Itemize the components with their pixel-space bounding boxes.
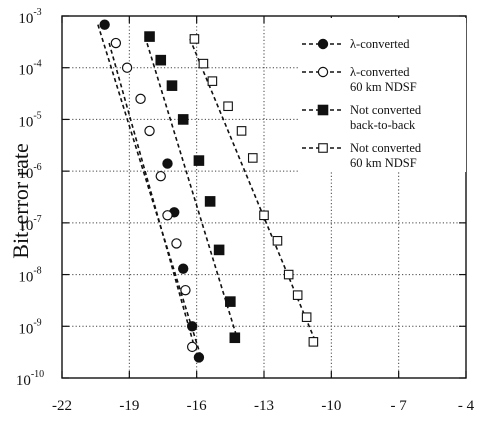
data-point-nc_b2b: [177, 114, 189, 125]
data-point-nc_ndsf: [283, 269, 294, 280]
legend-label-nc_b2b: back-to-back: [350, 118, 416, 132]
data-point-nc_b2b: [204, 196, 216, 207]
y-tick-label: 10-9: [18, 317, 41, 337]
x-tick-label: -22: [52, 398, 72, 414]
data-point-lc_ndsf: [135, 93, 146, 105]
data-point-nc_b2b: [166, 80, 178, 91]
data-point-nc_ndsf: [308, 337, 319, 347]
data-point-lc_ndsf: [121, 62, 133, 73]
data-point-nc_ndsf: [207, 76, 218, 86]
data-point-nc_b2b: [213, 244, 225, 256]
y-axis-label: Bit-error rate: [8, 143, 33, 258]
legend-label-nc_ndsf: 60 km NDSF: [350, 156, 417, 170]
legend-marker-nc_ndsf: [318, 143, 328, 153]
legend-label-nc_ndsf: Not converted: [350, 141, 422, 155]
data-point-nc_ndsf: [259, 210, 269, 221]
data-point-nc_ndsf: [223, 101, 233, 112]
y-tick-label: 10-4: [18, 59, 41, 79]
data-point-lc_ndsf: [180, 284, 191, 296]
data-point-lc_b2b: [162, 158, 173, 169]
data-point-lc_b2b: [99, 19, 110, 30]
legend-marker-lc_b2b: [317, 38, 329, 50]
data-point-nc_ndsf: [292, 290, 303, 300]
fit-line-lc_ndsf: [108, 42, 196, 348]
data-point-lc_b2b: [186, 321, 198, 332]
data-point-nc_ndsf: [189, 34, 200, 44]
data-markers: [99, 19, 319, 363]
data-point-nc_b2b: [193, 155, 205, 166]
data-point-lc_ndsf: [110, 37, 122, 49]
data-point-nc_b2b: [144, 31, 155, 42]
data-point-nc_ndsf: [198, 58, 209, 69]
data-point-nc_ndsf: [272, 235, 283, 246]
legend-label-lc_ndsf: λ-converted: [350, 65, 410, 79]
data-point-lc_ndsf: [171, 238, 182, 249]
y-tick-label: 10-8: [18, 266, 41, 286]
data-point-nc_b2b: [155, 54, 167, 66]
data-point-nc_ndsf: [236, 126, 247, 136]
legend-marker-nc_b2b: [317, 104, 329, 116]
data-point-lc_ndsf: [186, 341, 198, 353]
data-point-lc_b2b: [193, 352, 205, 363]
data-point-lc_ndsf: [144, 125, 155, 137]
data-point-lc_ndsf: [155, 170, 166, 182]
y-tick-label: 10-3: [18, 7, 41, 27]
y-tick-label: 10-6: [18, 162, 41, 182]
x-tick-label: -10: [321, 398, 341, 414]
fit-line-lc_b2b: [97, 24, 202, 358]
legend-marker-lc_ndsf: [317, 66, 329, 78]
x-tick-label: -13: [254, 398, 274, 414]
data-point-nc_ndsf: [301, 312, 312, 322]
data-point-lc_b2b: [177, 263, 189, 274]
data-point-nc_ndsf: [247, 153, 258, 163]
y-tick-label: 10-10: [16, 369, 44, 389]
data-point-lc_ndsf: [162, 210, 173, 221]
ticks: -22 -19 -16 -13 -10 - 7 - 4 10-3 10-4 10-5 10-6 10-…: [16, 7, 475, 414]
legend-label-lc_ndsf: 60 km NDSF: [350, 80, 417, 94]
legend-label-lc_b2b: λ-converted: [350, 37, 410, 51]
x-tick-label: - 4: [458, 398, 475, 414]
x-tick-label: -16: [187, 398, 207, 414]
x-tick-label: -19: [119, 398, 139, 414]
data-point-nc_b2b: [229, 332, 241, 344]
legend-label-nc_b2b: Not converted: [350, 103, 422, 117]
fit-lines: [97, 24, 317, 358]
fit-line-nc_b2b: [144, 36, 238, 338]
x-tick-label: - 7: [391, 398, 408, 414]
y-tick-label: 10-7: [18, 214, 41, 234]
y-tick-label: 10-5: [18, 110, 41, 130]
data-point-nc_b2b: [225, 296, 236, 307]
